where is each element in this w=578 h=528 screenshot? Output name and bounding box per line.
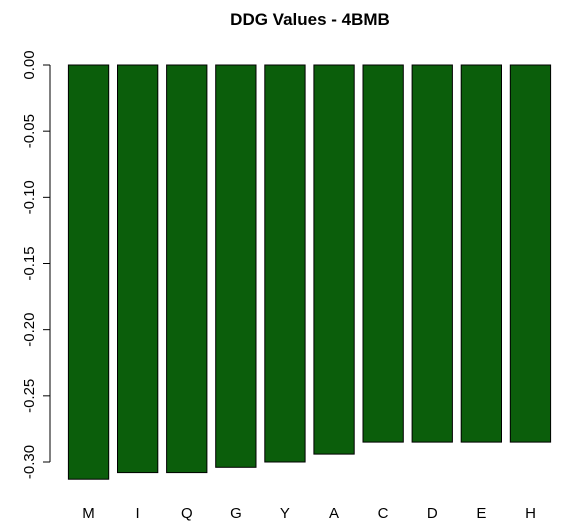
y-tick-label: -0.25 (21, 379, 38, 413)
bars (67, 64, 552, 480)
bar-C (362, 64, 404, 443)
chart-title: DDG Values - 4BMB (230, 10, 390, 29)
y-tick-label: -0.10 (21, 180, 38, 214)
y-tick-label: 0.00 (21, 50, 38, 79)
x-category-label: Y (280, 505, 290, 522)
y-axis: 0.00 -0.05 -0.10 -0.15 -0.20 -0.25 -0.30 (21, 50, 51, 479)
x-category-label: E (476, 505, 486, 522)
x-category-label: D (427, 505, 438, 522)
x-category-label: G (230, 505, 242, 522)
x-category-label: I (136, 505, 140, 522)
bar-G (215, 64, 257, 468)
bar-E (460, 64, 503, 443)
bar-Q (166, 64, 208, 474)
bar-Y (264, 64, 306, 463)
x-category-label: A (329, 505, 339, 522)
bar-D (411, 64, 453, 443)
x-category-label: C (378, 505, 389, 522)
x-category-label: H (525, 505, 536, 522)
y-tick-label: -0.05 (21, 114, 38, 148)
bar-I (117, 64, 159, 474)
x-category-label: M (82, 505, 95, 522)
bar-M (67, 64, 110, 480)
bar-H (509, 64, 552, 443)
y-tick-label: -0.15 (21, 246, 38, 280)
y-tick-label: -0.20 (21, 313, 38, 347)
bar-A (313, 64, 355, 455)
x-category-label: Q (181, 505, 193, 522)
y-tick-label: -0.30 (21, 445, 38, 479)
